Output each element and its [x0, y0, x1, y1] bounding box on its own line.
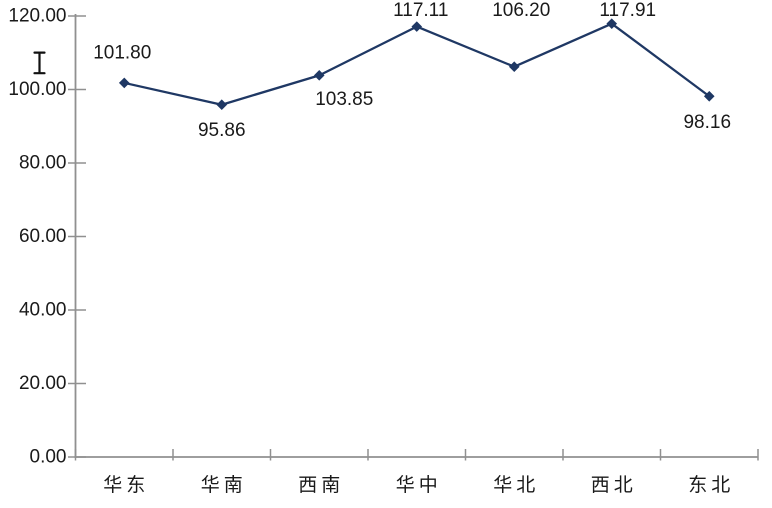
x-axis-category-label: 华东 — [103, 474, 149, 496]
data-point-marker — [216, 99, 228, 111]
data-point-marker — [606, 18, 618, 29]
y-axis-tick-label: 80.00 — [19, 153, 67, 174]
y-axis-tick-label: 120.00 — [8, 6, 66, 27]
x-axis-category-label: 华南 — [201, 474, 247, 496]
series-line — [123, 22, 711, 106]
data-point-label: 106.20 — [492, 0, 550, 21]
x-axis-category-label: 华北 — [493, 474, 539, 496]
data-point-label: 117.11 — [393, 0, 448, 21]
data-point-label: 101.80 — [93, 42, 151, 63]
data-point-label: 103.85 — [315, 89, 373, 110]
y-axis-tick-label: 40.00 — [19, 300, 67, 321]
y-axis-tick-label: 100.00 — [8, 79, 66, 100]
data-point-marker — [508, 61, 520, 73]
y-axis-tick-label: 0.00 — [30, 447, 67, 468]
data-point-label: 95.86 — [198, 120, 246, 141]
x-axis-category-label: 华中 — [396, 474, 442, 496]
data-point-label: 98.16 — [683, 112, 731, 133]
data-point-marker — [411, 21, 423, 32]
data-point-label: 117.91 — [599, 0, 656, 21]
x-axis-category-label: 西南 — [298, 474, 344, 496]
y-axis-tick-label: 20.00 — [19, 373, 67, 394]
y-axis-tick-label: 60.00 — [19, 226, 67, 247]
x-axis-category-label: 东北 — [688, 474, 734, 496]
x-axis-category-label: 西北 — [591, 474, 637, 496]
data-point-marker — [118, 77, 130, 89]
data-point-marker — [313, 70, 325, 81]
text-cursor-icon — [33, 51, 46, 75]
data-point-marker — [703, 90, 715, 102]
